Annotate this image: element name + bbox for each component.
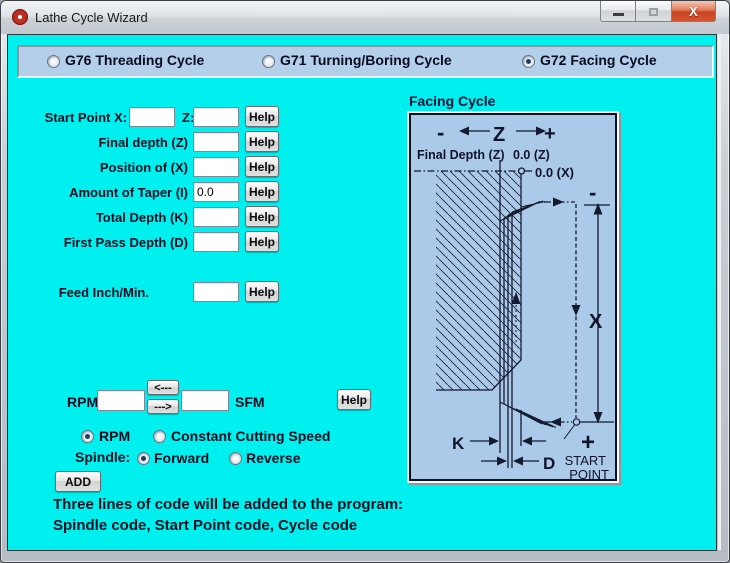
k-dim-left-arrow-icon <box>522 436 532 446</box>
help-button-position-x[interactable]: Help <box>245 156 279 177</box>
help-button-taper[interactable]: Help <box>245 181 279 202</box>
amount-of-taper-label: Amount of Taper (I) <box>69 185 188 200</box>
help-button-first-pass[interactable]: Help <box>245 231 279 252</box>
app-icon <box>12 9 28 25</box>
cycle-select-bar <box>17 45 714 78</box>
facing-cycle-diagram: - Z + Final Depth (Z) 0.0 (Z) 0.0 (X) - … <box>414 120 614 479</box>
path-right-arrow-icon <box>553 197 564 207</box>
minimize-button[interactable] <box>600 1 636 22</box>
maximize-button[interactable] <box>636 1 672 22</box>
x-dim-label: X <box>589 311 603 333</box>
diagram-title: Facing Cycle <box>409 93 496 109</box>
first-pass-depth-label: First Pass Depth (D) <box>63 235 188 250</box>
start-point-x-input[interactable] <box>129 107 175 127</box>
diagram-panel: - Z + Final Depth (Z) 0.0 (Z) 0.0 (X) - … <box>409 113 617 481</box>
position-of-x-label: Position of (X) <box>99 160 188 175</box>
feed-label: Feed Inch/Min. <box>58 285 149 300</box>
radio-rpm-mode[interactable] <box>81 430 94 443</box>
feed-input[interactable] <box>193 282 239 302</box>
sfm-input[interactable] <box>181 390 229 411</box>
final-depth-label: Final depth (Z) <box>98 135 188 150</box>
spindle-label: Spindle: <box>75 449 131 465</box>
radio-g72-facing[interactable] <box>522 55 535 68</box>
close-icon: X <box>689 4 698 19</box>
frame-highlight <box>718 35 721 550</box>
position-of-x-input[interactable] <box>193 157 239 177</box>
radio-g76-threading[interactable] <box>47 55 60 68</box>
rpm-input[interactable] <box>97 390 145 411</box>
window-controls: X <box>600 1 716 22</box>
rpm-label: RPM <box>67 394 99 410</box>
close-button[interactable]: X <box>672 1 716 22</box>
zero-x-label: 0.0 (X) <box>535 165 574 180</box>
radio-reverse-label[interactable]: Reverse <box>246 450 301 466</box>
first-pass-depth-input[interactable] <box>193 232 239 252</box>
amount-of-taper-input[interactable] <box>193 182 239 202</box>
zero-z-label: 0.0 (Z) <box>513 148 550 162</box>
radio-g76-label[interactable]: G76 Threading Cycle <box>65 52 205 68</box>
diagram-panel-frame: - Z + Final Depth (Z) 0.0 (Z) 0.0 (X) - … <box>407 111 619 483</box>
note-line-1: Three lines of code will be added to the… <box>53 496 404 513</box>
d-dim-right-arrow-icon <box>497 456 507 466</box>
radio-g71-turning-boring[interactable] <box>262 55 275 68</box>
z-left-arrow-icon <box>459 126 469 136</box>
total-depth-input[interactable] <box>193 207 239 227</box>
help-button-total-depth[interactable]: Help <box>245 206 279 227</box>
note-line-2: Spindle code, Start Point code, Cycle co… <box>53 517 358 534</box>
radio-g71-label[interactable]: G71 Turning/Boring Cycle <box>280 52 452 68</box>
z-plus-label: + <box>544 123 556 145</box>
help-button-final-depth[interactable]: Help <box>245 131 279 152</box>
start-point-label-1: START <box>565 453 606 468</box>
help-button-speed[interactable]: Help <box>337 389 371 410</box>
radio-forward-label[interactable]: Forward <box>154 450 210 466</box>
start-point-label-2: POINT <box>569 467 609 479</box>
origin-point-marker <box>517 167 526 175</box>
maximize-icon <box>649 8 658 16</box>
radio-ccs-label[interactable]: Constant Cutting Speed <box>171 428 331 444</box>
z-axis-label: Z <box>493 124 505 146</box>
z-right-arrow-icon <box>536 126 546 136</box>
d-dim-label: D <box>543 454 555 473</box>
d-dim-left-arrow-icon <box>513 456 523 466</box>
window-title: Lathe Cycle Wizard <box>35 10 148 25</box>
start-point-x-label: Start Point X: <box>44 110 127 125</box>
x-dim-down-arrow-icon <box>593 412 603 424</box>
k-dim-label: K <box>452 434 465 453</box>
help-button-feed[interactable]: Help <box>245 281 279 302</box>
help-button-start-point[interactable]: Help <box>245 106 279 127</box>
start-plus-label: + <box>581 429 595 456</box>
x-dim-up-arrow-icon <box>593 203 603 215</box>
start-point-marker <box>572 418 581 426</box>
convert-to-sfm-button[interactable]: ---> <box>147 399 179 414</box>
start-point-z-input[interactable] <box>193 107 239 127</box>
final-depth-z-label: Final Depth (Z) <box>417 148 505 162</box>
total-depth-label: Total Depth (K) <box>95 210 188 225</box>
radio-rpm-mode-label[interactable]: RPM <box>99 428 131 444</box>
path-left-arrow-icon <box>550 417 561 427</box>
minimize-icon <box>612 12 624 16</box>
add-button[interactable]: ADD <box>55 471 101 492</box>
pass-up-arrow-icon <box>511 292 521 304</box>
path-down-arrow-icon <box>571 305 581 316</box>
radio-constant-cutting-speed[interactable] <box>153 430 166 443</box>
radio-spindle-reverse[interactable] <box>229 452 242 465</box>
radio-g72-label[interactable]: G72 Facing Cycle <box>540 52 657 68</box>
final-depth-input[interactable] <box>193 132 239 152</box>
z-minus-label: - <box>437 120 444 145</box>
convert-to-rpm-button[interactable]: <--- <box>147 380 179 395</box>
start-point-z-label: Z: <box>182 110 195 125</box>
radio-spindle-forward[interactable] <box>137 452 150 465</box>
k-dim-right-arrow-icon <box>489 436 499 446</box>
x-minus-label: - <box>589 180 596 205</box>
sfm-label: SFM <box>235 394 265 410</box>
